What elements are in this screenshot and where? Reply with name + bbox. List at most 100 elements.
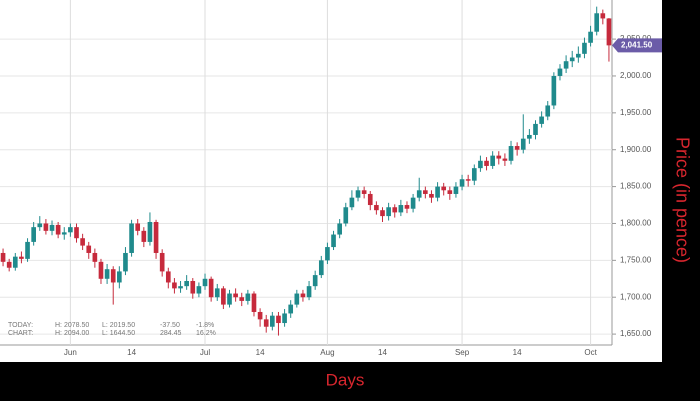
candle-body bbox=[251, 293, 257, 312]
stat-text: -1.8% bbox=[196, 322, 214, 329]
candle-body bbox=[196, 286, 202, 294]
candle-body bbox=[490, 155, 495, 166]
candle-body bbox=[61, 232, 67, 235]
candle-body bbox=[361, 190, 367, 194]
candle-body bbox=[294, 293, 300, 305]
plot-background bbox=[0, 0, 662, 362]
candle-body bbox=[276, 315, 281, 324]
candle-body bbox=[545, 105, 551, 117]
candle-body bbox=[214, 288, 220, 298]
candle-body bbox=[478, 160, 483, 169]
candle-body bbox=[129, 223, 134, 253]
candle-body bbox=[533, 123, 538, 135]
candle-body bbox=[19, 256, 24, 259]
candle-body bbox=[416, 190, 422, 198]
candle-body bbox=[367, 193, 373, 206]
stat-text: H: 2078.50 bbox=[55, 322, 89, 329]
candle-body bbox=[147, 221, 153, 242]
candle-body bbox=[49, 224, 55, 231]
candle-body bbox=[520, 138, 526, 150]
candle-body bbox=[312, 275, 318, 287]
candle-body bbox=[68, 227, 73, 233]
candle-body bbox=[25, 241, 30, 259]
x-tick-label: 14 bbox=[256, 348, 265, 357]
candle-body bbox=[0, 252, 6, 262]
candle-body bbox=[435, 186, 440, 198]
candle-body bbox=[178, 286, 183, 289]
candle-body bbox=[380, 210, 385, 217]
x-tick-label: Jun bbox=[64, 348, 77, 357]
candle-body bbox=[582, 42, 587, 54]
candle-body bbox=[398, 205, 404, 213]
candle-body bbox=[31, 227, 36, 242]
y-tick-label: 1,850.00 bbox=[620, 182, 652, 191]
x-tick-label: 14 bbox=[513, 348, 522, 357]
candle-body bbox=[404, 205, 410, 209]
candle-body bbox=[337, 223, 342, 235]
candle-body bbox=[86, 245, 92, 253]
candle-body bbox=[576, 53, 581, 58]
candle-body bbox=[6, 261, 12, 268]
stat-text: L: 1644.50 bbox=[102, 330, 135, 337]
candle-body bbox=[270, 315, 275, 327]
candle-body bbox=[37, 223, 43, 228]
candle-body bbox=[208, 278, 214, 298]
candle-body bbox=[484, 160, 489, 166]
x-tick-label: 14 bbox=[127, 348, 136, 357]
y-tick-label: 1,800.00 bbox=[620, 219, 652, 228]
candle-body bbox=[74, 227, 79, 239]
candle-body bbox=[282, 313, 287, 324]
candle-body bbox=[514, 146, 520, 150]
last-price-tag bbox=[612, 38, 662, 53]
candle-body bbox=[325, 247, 330, 261]
candle-body bbox=[331, 234, 336, 248]
candle-body bbox=[300, 293, 306, 298]
x-axis-title: Days bbox=[326, 370, 365, 389]
candle-body bbox=[117, 271, 122, 283]
stat-text: CHART: bbox=[8, 330, 33, 337]
candle-body bbox=[392, 207, 398, 213]
candle-body bbox=[245, 293, 251, 301]
x-tick-label: Jul bbox=[200, 348, 210, 357]
candle-body bbox=[502, 158, 508, 161]
y-tick-label: 1,950.00 bbox=[620, 108, 652, 117]
x-tick-label: Sep bbox=[455, 348, 470, 357]
candle-body bbox=[184, 280, 189, 287]
stat-text: 16.2% bbox=[196, 330, 216, 337]
stat-text: TODAY: bbox=[8, 322, 33, 329]
y-tick-label: 1,900.00 bbox=[620, 145, 652, 154]
stat-text: H: 2094.00 bbox=[55, 330, 89, 337]
candle-body bbox=[594, 13, 600, 32]
candle-body bbox=[588, 31, 593, 43]
stat-text: -37.50 bbox=[160, 322, 180, 329]
candle-body bbox=[447, 190, 453, 194]
candle-body bbox=[343, 207, 349, 224]
last-price-label: 2,041.50 bbox=[621, 40, 653, 49]
candle-body bbox=[471, 168, 477, 181]
candle-body bbox=[318, 260, 324, 276]
y-tick-label: 2,000.00 bbox=[620, 71, 652, 80]
candle-body bbox=[233, 293, 238, 298]
candle-body bbox=[496, 155, 502, 159]
candle-body bbox=[221, 288, 226, 305]
candle-body bbox=[563, 61, 569, 69]
candle-body bbox=[441, 186, 447, 191]
candle-body bbox=[43, 223, 49, 231]
candle-body bbox=[465, 179, 471, 181]
candle-body bbox=[606, 18, 612, 46]
candle-body bbox=[55, 224, 61, 235]
y-tick-label: 1,650.00 bbox=[620, 329, 652, 338]
candle-body bbox=[263, 319, 269, 327]
candle-body bbox=[410, 197, 416, 209]
candle-body bbox=[539, 116, 544, 124]
stat-text: L: 2019.50 bbox=[102, 322, 135, 329]
candle-body bbox=[569, 57, 575, 62]
candle-body bbox=[159, 252, 165, 272]
candle-body bbox=[227, 293, 232, 305]
y-axis-title: Price (in pence) bbox=[672, 137, 692, 263]
x-tick-label: 14 bbox=[378, 348, 387, 357]
candle-body bbox=[123, 252, 128, 272]
candle-body bbox=[306, 286, 312, 298]
